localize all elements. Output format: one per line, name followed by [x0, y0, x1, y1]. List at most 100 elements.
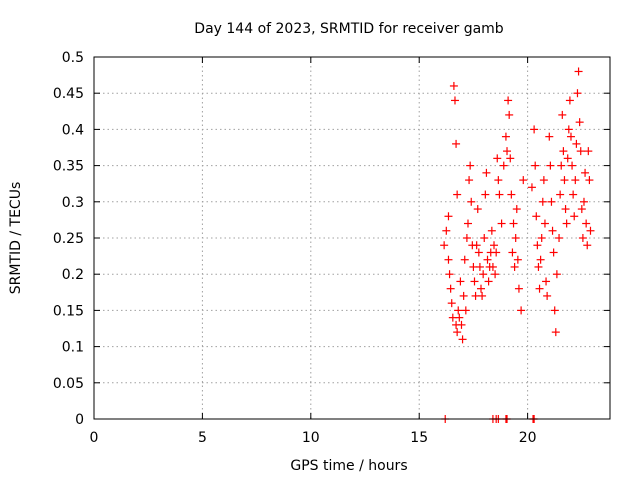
- data-point: [444, 212, 453, 221]
- data-point: [488, 262, 497, 271]
- y-tick-label: 0.45: [53, 86, 84, 102]
- data-point: [444, 255, 453, 264]
- y-tick-label: 0.5: [62, 50, 84, 66]
- data-point: [578, 234, 587, 242]
- x-tick-label: 0: [90, 430, 99, 446]
- data-point: [490, 241, 499, 250]
- data-point: [456, 277, 465, 286]
- data-point: [540, 219, 549, 228]
- data-point: [473, 205, 482, 214]
- data-point: [514, 284, 523, 293]
- data-point: [472, 241, 481, 250]
- y-tick-label: 0.3: [62, 195, 84, 211]
- data-point: [459, 291, 468, 300]
- x-tick-label: 5: [198, 430, 207, 446]
- data-point: [507, 190, 516, 199]
- data-point: [499, 161, 508, 170]
- data-point: [572, 139, 581, 148]
- data-point: [537, 234, 546, 242]
- data-point: [512, 205, 521, 214]
- data-point: [454, 306, 463, 315]
- data-point: [583, 241, 592, 250]
- data-point: [571, 176, 580, 185]
- data-point: [505, 110, 514, 119]
- data-point: [509, 219, 518, 228]
- x-tick-label: 15: [410, 430, 428, 446]
- data-point: [442, 226, 451, 235]
- data-point: [462, 234, 471, 242]
- data-point: [579, 197, 588, 206]
- data-point: [549, 248, 558, 257]
- data-point: [513, 255, 522, 264]
- data-point: [565, 96, 574, 105]
- data-point: [557, 161, 566, 170]
- data-point: [492, 248, 501, 257]
- x-axis: 0 5 10 15 20: [90, 57, 537, 446]
- data-point: [563, 154, 572, 163]
- y-axis: 0 0.05 0.1 0.15 0.2 0.25 0.3 0.35 0.4 0.45 0.5: [53, 50, 610, 428]
- data-point: [465, 176, 474, 185]
- data-point: [491, 270, 500, 279]
- plot-frame: [93, 56, 611, 420]
- data-point: [461, 306, 470, 315]
- data-point: [576, 147, 585, 156]
- data-point: [501, 132, 510, 141]
- data-point: [504, 96, 513, 105]
- data-point: [570, 212, 579, 221]
- data-point: [460, 255, 469, 264]
- data-point: [546, 161, 555, 170]
- data-point: [450, 96, 459, 105]
- data-point: [535, 284, 544, 293]
- x-tick-label: 20: [519, 430, 537, 446]
- data-point: [457, 320, 466, 329]
- data-point: [455, 313, 464, 322]
- data-point: [573, 89, 582, 98]
- grid-lines: [94, 57, 610, 419]
- data-point: [552, 270, 561, 279]
- data-point: [582, 219, 591, 228]
- data-point: [478, 291, 487, 300]
- x-axis-label: GPS time / hours: [290, 458, 407, 474]
- data-point: [530, 125, 539, 134]
- y-tick-label: 0.2: [62, 267, 84, 283]
- data-point: [564, 125, 573, 134]
- data-point: [548, 226, 557, 235]
- data-point: [447, 299, 456, 308]
- data-point: [566, 132, 575, 141]
- data-point: [452, 139, 461, 148]
- data-point: [458, 335, 467, 344]
- data-point: [577, 205, 586, 214]
- data-points: [440, 67, 595, 423]
- data-point: [497, 219, 506, 228]
- data-point: [545, 132, 554, 141]
- y-tick-label: 0: [75, 412, 84, 428]
- data-point: [568, 161, 577, 170]
- data-point: [551, 328, 560, 337]
- data-point: [517, 306, 526, 315]
- data-point: [511, 234, 520, 242]
- data-point: [466, 161, 475, 170]
- data-point: [470, 277, 479, 286]
- data-point: [503, 147, 512, 156]
- data-point: [538, 197, 547, 206]
- data-point: [479, 270, 488, 279]
- data-point: [556, 190, 565, 199]
- data-point: [449, 81, 458, 90]
- data-point: [555, 234, 564, 242]
- data-point: [558, 110, 567, 119]
- data-point: [536, 255, 545, 264]
- data-point: [480, 234, 489, 242]
- data-point: [494, 176, 503, 185]
- x-tick-label: 10: [302, 430, 320, 446]
- data-point: [581, 168, 590, 177]
- data-point: [475, 262, 484, 271]
- data-point: [440, 241, 449, 250]
- data-point: [533, 241, 542, 250]
- data-point: [445, 270, 454, 279]
- data-point: [569, 190, 578, 199]
- data-point: [481, 190, 490, 199]
- data-point: [446, 284, 455, 293]
- data-point: [453, 190, 462, 199]
- y-tick-label: 0.4: [62, 122, 84, 138]
